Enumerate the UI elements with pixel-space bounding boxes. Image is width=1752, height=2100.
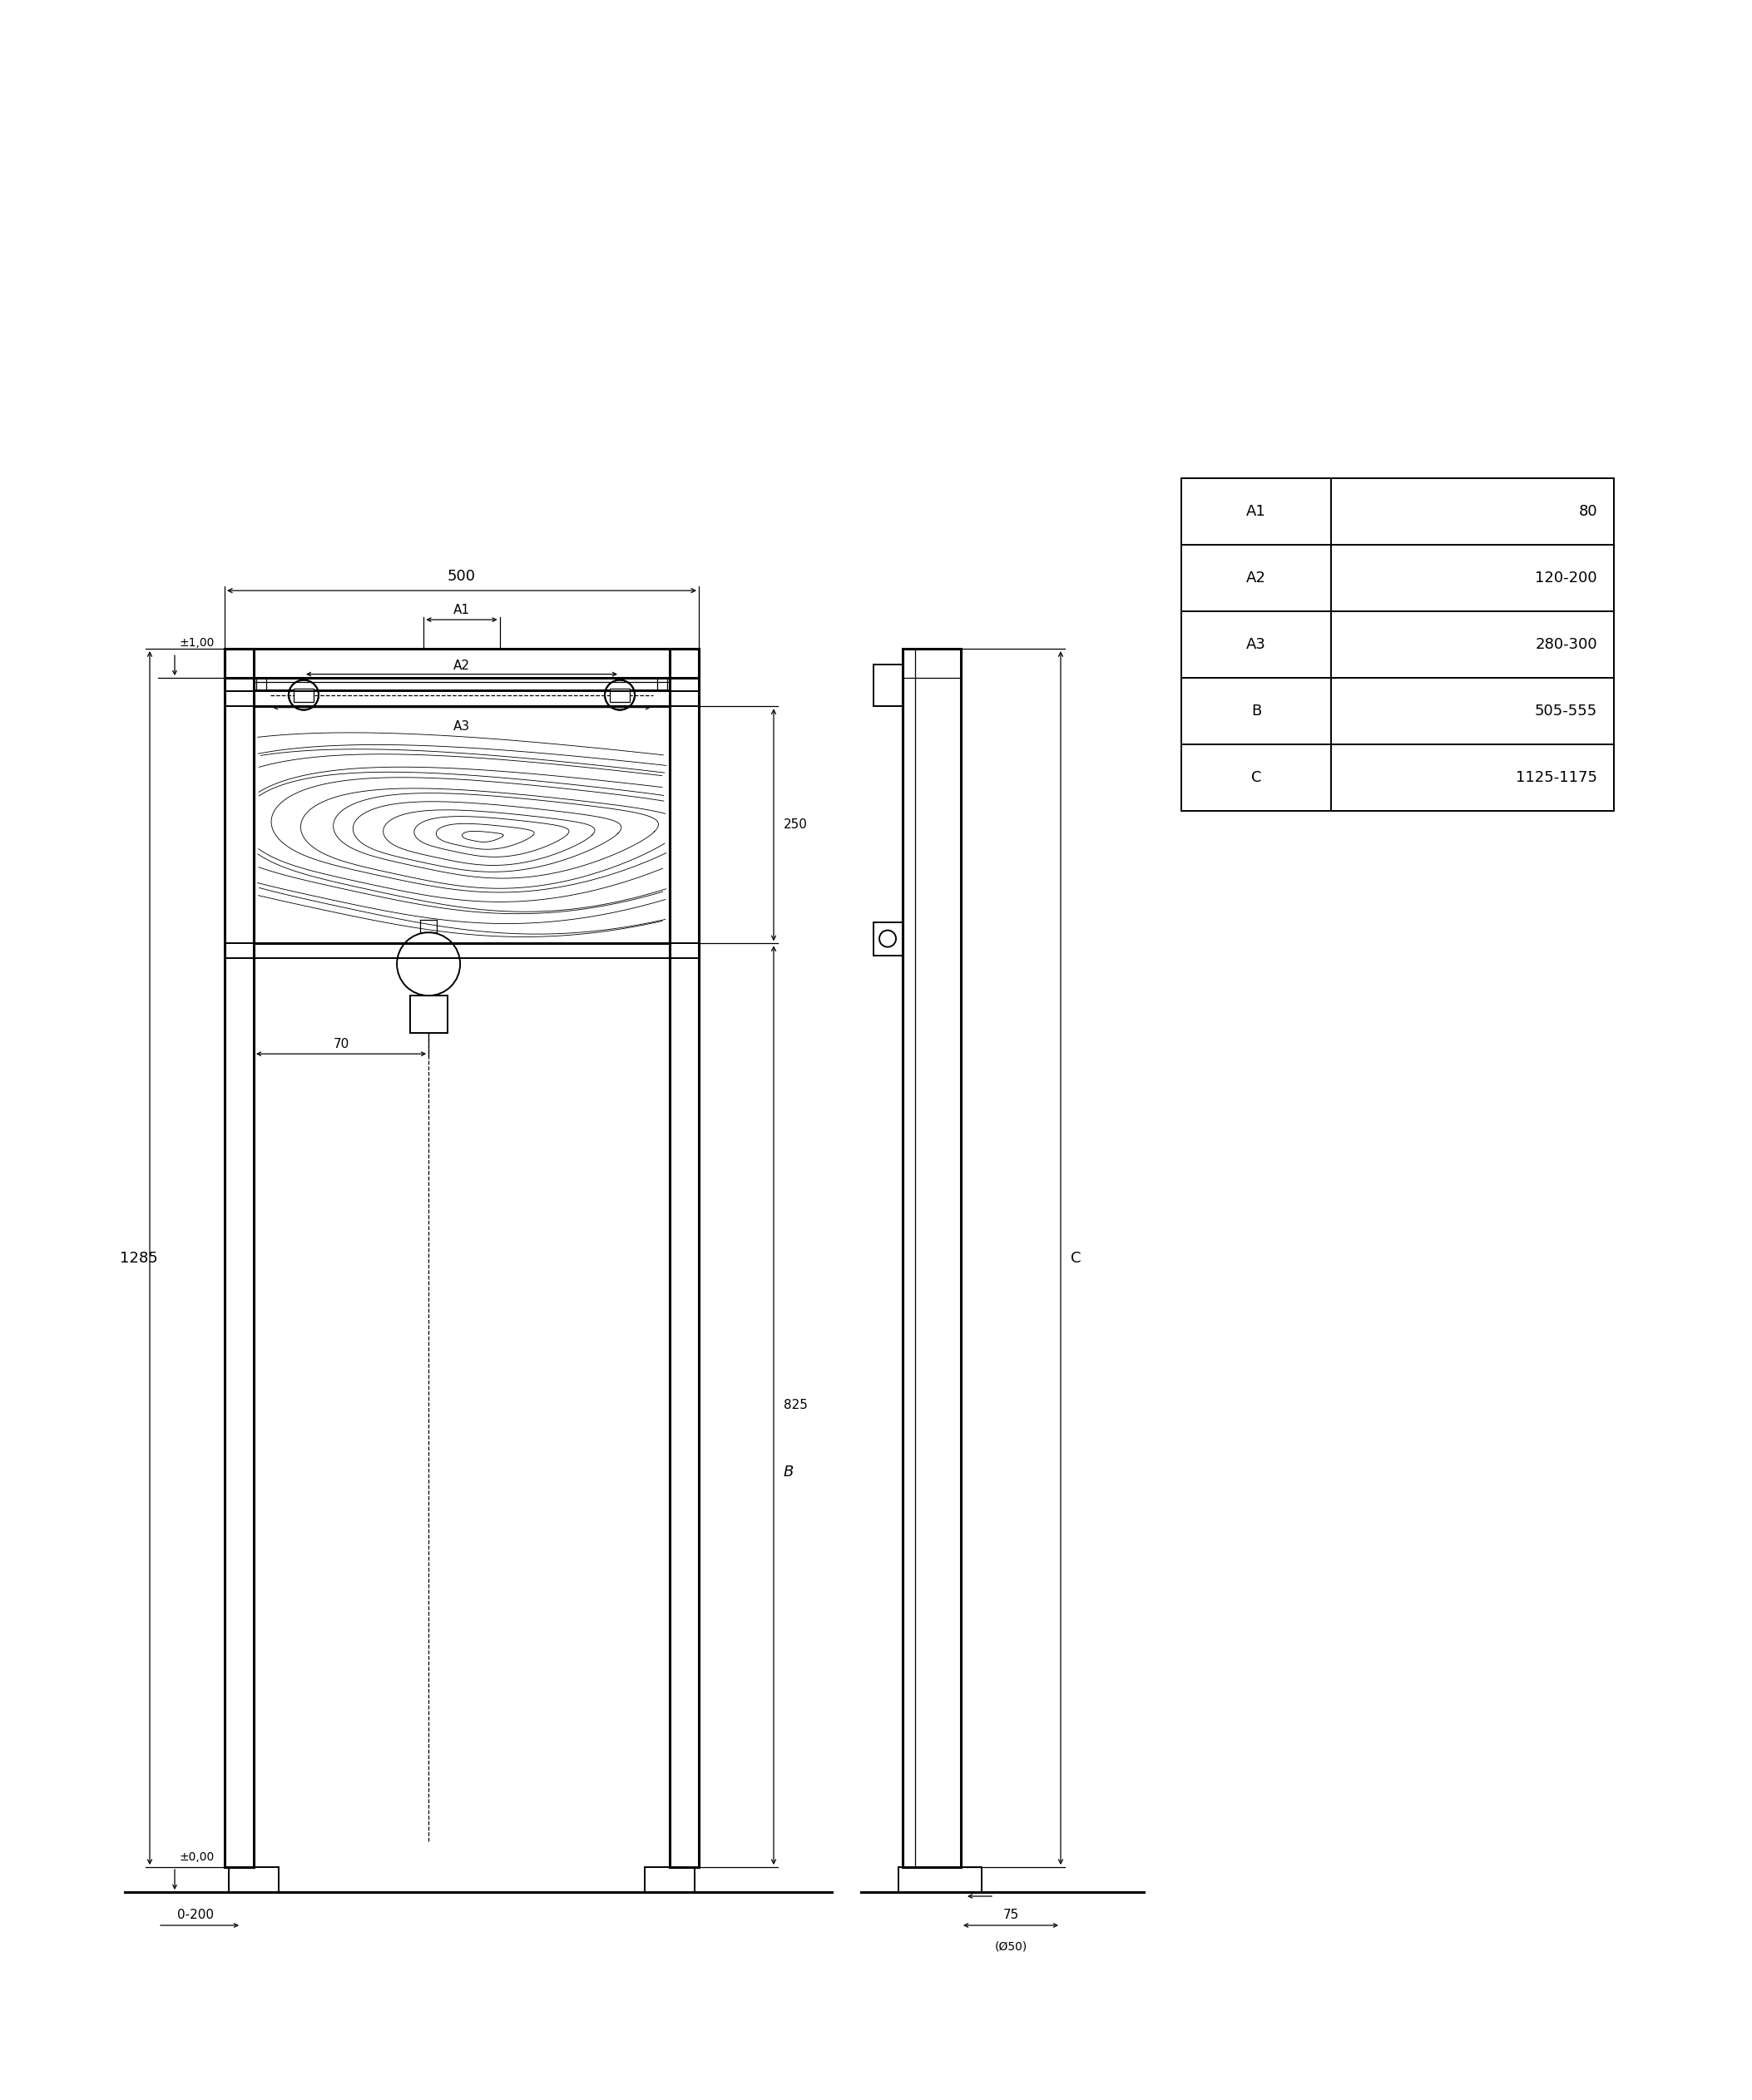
Text: 70: 70	[333, 1037, 349, 1050]
Bar	[610, 689, 629, 701]
Text: 1285: 1285	[119, 1250, 158, 1266]
Bar	[1181, 544, 1614, 611]
Text: 505-555: 505-555	[1535, 704, 1598, 718]
Bar	[224, 649, 254, 1867]
Text: C: C	[1251, 771, 1261, 785]
Text: ±1,00: ±1,00	[179, 636, 214, 649]
Text: A2: A2	[454, 659, 470, 672]
Text: A2: A2	[1246, 571, 1267, 586]
Text: 0-200: 0-200	[177, 1909, 214, 1922]
Text: 280-300: 280-300	[1535, 636, 1598, 651]
Bar	[294, 689, 314, 701]
Bar	[657, 678, 668, 691]
Text: 75: 75	[1002, 1909, 1018, 1922]
Text: 825: 825	[783, 1399, 808, 1411]
Bar	[874, 922, 902, 956]
Bar	[254, 678, 669, 706]
Bar	[420, 920, 436, 932]
Bar	[410, 995, 447, 1033]
Bar	[902, 649, 960, 1867]
Text: A3: A3	[1246, 636, 1267, 651]
Text: 80: 80	[1579, 504, 1598, 519]
Bar	[224, 943, 699, 958]
Text: ±0,00: ±0,00	[179, 1852, 214, 1863]
Text: 250: 250	[783, 819, 808, 832]
Bar	[224, 649, 699, 678]
Text: A1: A1	[1246, 504, 1267, 519]
Bar	[1181, 743, 1614, 811]
Bar	[899, 1867, 981, 1892]
Bar	[256, 678, 266, 691]
Text: (Ø50): (Ø50)	[995, 1940, 1027, 1953]
Text: B: B	[783, 1464, 794, 1478]
Text: C: C	[1070, 1250, 1081, 1266]
Bar	[254, 706, 669, 943]
Text: 500: 500	[447, 569, 477, 584]
Bar	[1181, 611, 1614, 678]
Text: 120-200: 120-200	[1535, 571, 1598, 586]
Text: A1: A1	[454, 605, 470, 617]
Bar	[230, 1867, 279, 1892]
Bar	[1181, 479, 1614, 544]
Bar	[224, 691, 699, 706]
Text: A3: A3	[454, 720, 470, 733]
Bar	[645, 1867, 694, 1892]
Bar	[669, 649, 699, 1867]
Bar	[874, 666, 902, 706]
Bar	[1181, 678, 1614, 743]
Text: 1125-1175: 1125-1175	[1515, 771, 1598, 785]
Text: B: B	[1251, 704, 1261, 718]
